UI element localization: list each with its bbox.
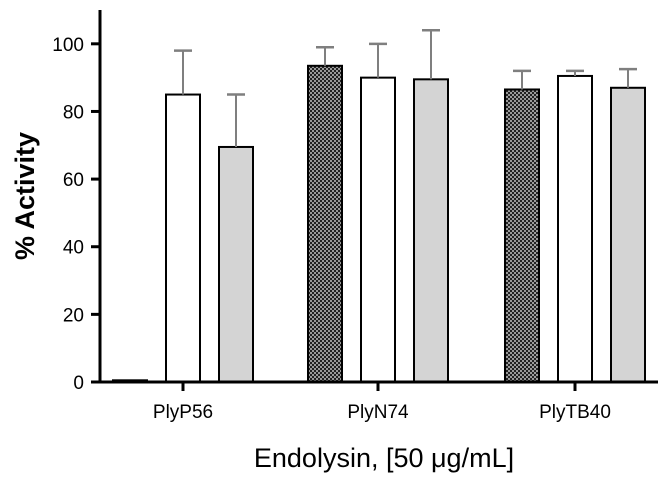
bar-PlyN74-series-1 bbox=[307, 64, 343, 384]
x-tick-label-PlyN74: PlyN74 bbox=[347, 402, 409, 423]
bar-PlyTB40-series-2 bbox=[557, 74, 593, 383]
bar-PlyN74-series-2 bbox=[360, 76, 396, 384]
error-bars-layer bbox=[174, 29, 637, 147]
y-axis-title: % Activity bbox=[10, 132, 40, 260]
y-tick-label-80: 80 bbox=[63, 102, 84, 123]
x-tick-label-PlyTB40: PlyTB40 bbox=[539, 402, 611, 423]
y-tick-label-20: 20 bbox=[63, 305, 84, 326]
y-tick-label-40: 40 bbox=[63, 238, 84, 259]
bar-PlyTB40-series-1 bbox=[504, 88, 540, 384]
bar-PlyN74-series-3 bbox=[413, 78, 449, 383]
bar-PlyP56-series-3 bbox=[218, 145, 254, 383]
x-tick-label-PlyP56: PlyP56 bbox=[153, 402, 213, 423]
bar-PlyP56-series-2 bbox=[165, 93, 201, 384]
y-tick-label-100: 100 bbox=[52, 35, 84, 56]
y-ticks-layer: 0 20 40 60 80 100 bbox=[52, 35, 100, 394]
category-labels-layer: PlyP56 PlyN74 PlyTB40 bbox=[153, 382, 611, 423]
bars-layer bbox=[112, 64, 646, 384]
bar-PlyTB40-series-3 bbox=[610, 86, 646, 383]
x-axis-title: Endolysin, [50 μg/mL] bbox=[254, 443, 514, 473]
y-tick-label-0: 0 bbox=[73, 373, 84, 394]
y-tick-label-60: 60 bbox=[63, 170, 84, 191]
